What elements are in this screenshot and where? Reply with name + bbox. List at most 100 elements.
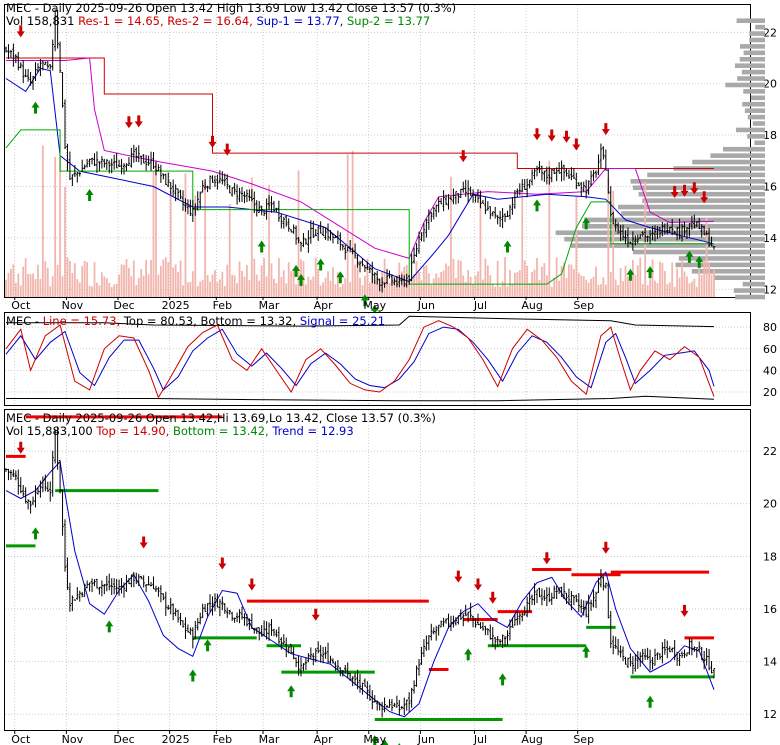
volume-bar	[614, 279, 617, 297]
volume-profile-bar	[739, 56, 765, 62]
volume-bar	[137, 277, 140, 297]
volume-bar	[73, 263, 76, 297]
volume-bar	[364, 275, 366, 297]
top-buy-arrow	[533, 199, 541, 212]
volume-bar	[651, 259, 654, 297]
volume-bar	[661, 262, 664, 297]
volume-bar	[248, 280, 251, 297]
volume-bar	[265, 276, 268, 297]
volume-profile-bar	[742, 101, 765, 107]
bottom-sell-arrow	[247, 578, 256, 591]
volume-bar	[19, 285, 22, 297]
volume-bar	[673, 286, 676, 297]
volume-bar	[604, 284, 607, 297]
volume-profile-bar	[621, 211, 765, 216]
top-buy-arrow	[685, 250, 694, 263]
bottom-sell-arrow	[680, 604, 689, 617]
volume-bar	[314, 257, 317, 297]
volume-bar	[78, 282, 81, 297]
top-buy-arrow	[257, 240, 266, 253]
volume-bar	[489, 275, 492, 297]
top-buy-arrow	[503, 240, 512, 253]
bottom-panel-x-tick-label: Oct	[11, 733, 31, 745]
stochastic-header: MEC - Line = 15.73, Top = 80.53, Bottom …	[6, 315, 385, 328]
bottom-buy-arrow	[370, 735, 379, 745]
volume-bar	[597, 284, 600, 297]
volume-bar	[450, 176, 452, 297]
volume-bar	[83, 260, 86, 297]
volume-bar	[506, 286, 509, 297]
top-buy-arrow	[582, 217, 591, 230]
volume-profile-bar	[742, 281, 765, 287]
volume-bar	[125, 259, 128, 297]
volume-profile-bar	[581, 224, 765, 229]
volume-bar	[504, 257, 506, 297]
stochastic-line-label: Line = 15.73,	[42, 314, 121, 328]
volume-bar	[548, 160, 551, 297]
volume-bar	[631, 259, 634, 297]
volume-bar	[243, 276, 246, 297]
volume-bar	[671, 262, 674, 297]
volume-profile-bar	[734, 63, 765, 68]
volume-profile-bar	[678, 256, 765, 261]
stochastic-bottom-line	[6, 395, 715, 402]
volume-bar	[34, 279, 37, 297]
top-sell-arrow	[134, 115, 143, 128]
volume-profile-bar	[618, 204, 765, 210]
volume-bar	[223, 286, 226, 297]
volume-bar	[115, 283, 118, 297]
top-panel-y-tick-label: 22	[763, 26, 777, 39]
volume-bar	[501, 281, 504, 297]
volume-bar	[96, 282, 98, 297]
volume-bar	[550, 286, 553, 297]
volume-bar	[393, 277, 396, 297]
volume-bar	[182, 285, 184, 297]
volume-profile-bar	[647, 172, 765, 178]
volume-profile-bar	[633, 249, 765, 255]
volume-bar	[624, 265, 627, 297]
top-buy-arrow	[646, 266, 655, 279]
volume-bar	[336, 272, 339, 297]
volume-bar	[464, 281, 467, 297]
top-panel-x-tick-label: Mar	[259, 299, 280, 312]
volume-bar	[236, 283, 238, 297]
volume-bar	[462, 275, 465, 297]
volume-bar	[135, 284, 138, 297]
volume-bar	[341, 284, 344, 297]
volume-bar	[250, 177, 253, 297]
support-1-label: Sup-1 = 13.77,	[256, 14, 344, 28]
volume-bar	[17, 273, 20, 297]
volume-bar	[496, 260, 499, 297]
volume-bar	[120, 264, 123, 297]
volume-profile-bar	[749, 37, 765, 43]
top-sell-arrow	[680, 184, 689, 197]
volume-bar	[287, 262, 290, 297]
top-sell-arrow	[562, 130, 571, 143]
volume-bar	[686, 276, 688, 297]
volume-bar	[708, 262, 710, 297]
volume-bar	[373, 279, 376, 297]
volume-bar	[349, 281, 352, 297]
volume-profile-bar	[630, 179, 765, 184]
bottom-panel-title: MEC - Daily 2025-09-26 Open 13.42,Hi 13.…	[6, 411, 436, 425]
volume-bar	[538, 280, 541, 297]
bottom-buy-arrow	[188, 669, 197, 682]
top-panel-y-tick-label: 12	[763, 283, 777, 296]
volume-bar	[324, 277, 327, 297]
volume-bar	[678, 277, 681, 297]
volume-bar	[177, 271, 179, 297]
volume-bar	[201, 280, 204, 297]
volume-bar	[627, 276, 629, 297]
volume-bar	[521, 187, 524, 297]
volume-profile-bar	[749, 31, 765, 36]
volume-bar	[263, 258, 266, 297]
volume-bar	[280, 276, 283, 297]
volume-bar	[241, 270, 243, 297]
volume-bar	[285, 283, 288, 297]
top-panel-x-tick-label: Jul	[473, 299, 487, 312]
volume-profile-bar	[570, 243, 765, 248]
top-sell-arrow	[601, 123, 610, 136]
top-sell-arrow	[459, 150, 468, 163]
volume-bar	[560, 265, 563, 297]
volume-bar	[255, 274, 258, 297]
